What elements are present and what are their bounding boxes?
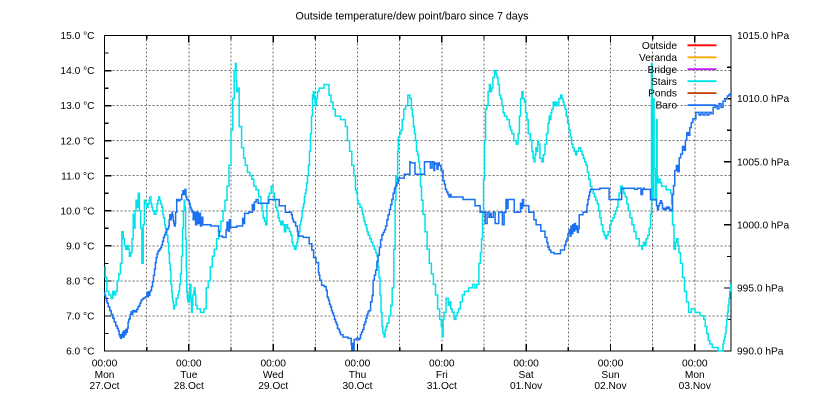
svg-text:Sat: Sat [518, 370, 533, 381]
svg-text:Stairs: Stairs [651, 77, 677, 88]
svg-text:Outside: Outside [642, 41, 677, 52]
svg-text:Baro: Baro [655, 101, 677, 112]
svg-text:10.0 °C: 10.0 °C [60, 206, 94, 217]
svg-text:30.Oct: 30.Oct [342, 381, 372, 392]
svg-text:1010.0 hPa: 1010.0 hPa [737, 94, 789, 105]
svg-text:Mon: Mon [95, 370, 115, 381]
svg-text:01.Nov: 01.Nov [510, 381, 543, 392]
svg-text:6.0 °C: 6.0 °C [66, 347, 94, 358]
svg-text:8.0 °C: 8.0 °C [66, 277, 94, 288]
svg-text:1005.0 hPa: 1005.0 hPa [737, 157, 789, 168]
svg-text:15.0 °C: 15.0 °C [60, 31, 94, 42]
svg-text:13.0 °C: 13.0 °C [60, 101, 94, 112]
svg-text:Thu: Thu [349, 370, 367, 381]
svg-text:02.Nov: 02.Nov [594, 381, 627, 392]
svg-text:00:00: 00:00 [513, 359, 539, 370]
svg-text:00:00: 00:00 [176, 359, 202, 370]
svg-text:Veranda: Veranda [639, 53, 677, 64]
svg-text:Ponds: Ponds [648, 89, 677, 100]
svg-text:00:00: 00:00 [682, 359, 708, 370]
svg-text:27.Oct: 27.Oct [89, 381, 119, 392]
svg-text:31.Oct: 31.Oct [427, 381, 457, 392]
svg-text:Sun: Sun [601, 370, 619, 381]
svg-text:Bridge: Bridge [648, 65, 678, 76]
svg-text:Fri: Fri [436, 370, 448, 381]
svg-text:00:00: 00:00 [92, 359, 118, 370]
svg-text:Tue: Tue [180, 370, 198, 381]
svg-text:990.0 hPa: 990.0 hPa [737, 347, 784, 358]
svg-text:00:00: 00:00 [429, 359, 455, 370]
svg-text:995.0 hPa: 995.0 hPa [737, 284, 784, 295]
svg-text:12.0 °C: 12.0 °C [60, 136, 94, 147]
svg-text:00:00: 00:00 [598, 359, 624, 370]
svg-text:Outside temperature/dew point/: Outside temperature/dew point/baro since… [296, 11, 529, 23]
svg-text:29.Oct: 29.Oct [258, 381, 288, 392]
svg-text:00:00: 00:00 [345, 359, 371, 370]
svg-text:14.0 °C: 14.0 °C [60, 66, 94, 77]
svg-text:Mon: Mon [685, 370, 705, 381]
svg-text:Wed: Wed [263, 370, 284, 381]
svg-text:1015.0 hPa: 1015.0 hPa [737, 31, 789, 42]
svg-text:28.Oct: 28.Oct [174, 381, 204, 392]
svg-text:03.Nov: 03.Nov [679, 381, 712, 392]
svg-text:11.0 °C: 11.0 °C [61, 171, 94, 182]
svg-text:1000.0 hPa: 1000.0 hPa [737, 220, 789, 231]
svg-text:00:00: 00:00 [260, 359, 286, 370]
svg-text:7.0 °C: 7.0 °C [66, 312, 94, 323]
svg-text:9.0 °C: 9.0 °C [66, 241, 94, 252]
